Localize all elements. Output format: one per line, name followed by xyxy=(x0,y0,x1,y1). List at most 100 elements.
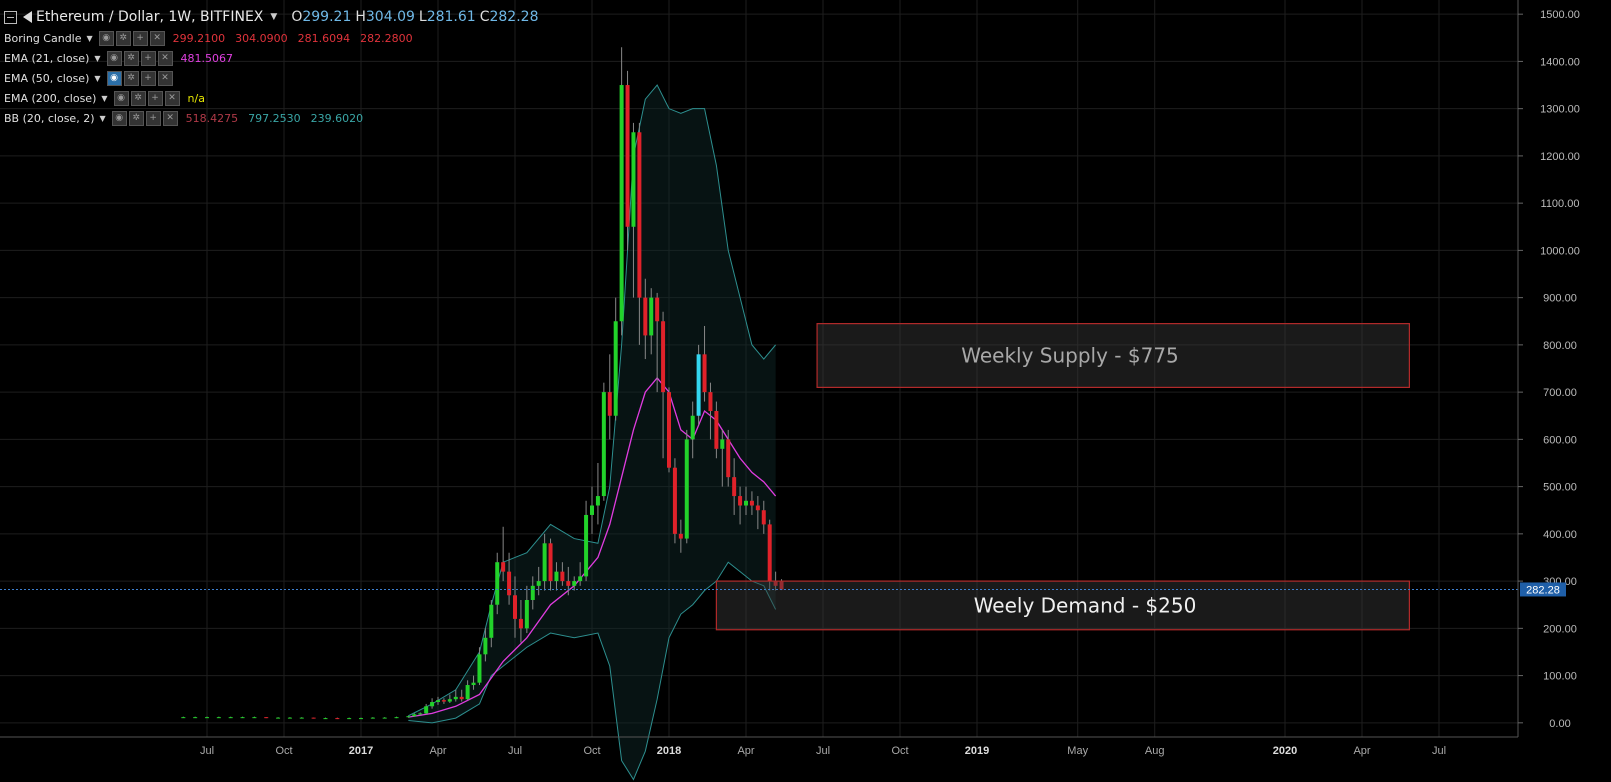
candle xyxy=(530,576,535,610)
candle xyxy=(311,717,316,719)
candle-body xyxy=(441,700,446,702)
candle-body xyxy=(607,392,612,416)
candle xyxy=(240,716,245,719)
candle-body xyxy=(323,718,328,720)
indicator-controls: ◉ ✲ + ✕ xyxy=(113,90,180,106)
candle-body xyxy=(643,297,648,336)
candle-body xyxy=(578,576,583,582)
chevron-down-icon[interactable]: ▼ xyxy=(86,33,93,43)
candle-body xyxy=(530,585,535,600)
close-icon[interactable]: ✕ xyxy=(157,50,173,66)
indicator-value: 481.5067 xyxy=(180,51,234,65)
indicator-row[interactable]: EMA (50, close) ▼ ◉ ✲ + ✕ xyxy=(4,68,538,88)
indicator-controls: ◉ ✲ + ✕ xyxy=(106,50,173,66)
chevron-down-icon[interactable]: ▼ xyxy=(94,73,101,83)
plus-icon[interactable]: + xyxy=(140,70,156,86)
candle-body xyxy=(655,297,660,322)
ohlc-open-value: 299.21 xyxy=(302,9,352,25)
close-icon[interactable]: ✕ xyxy=(162,110,178,126)
chevron-down-icon[interactable]: ▼ xyxy=(99,113,106,123)
indicator-controls: ◉ ✲ + ✕ xyxy=(111,110,178,126)
indicator-row[interactable]: Boring Candle ▼ ◉ ✲ + ✕ 299.2100 304.0900 281.60… xyxy=(4,28,538,48)
gear-icon[interactable]: ✲ xyxy=(130,90,146,106)
plus-icon[interactable]: + xyxy=(147,90,163,106)
candle xyxy=(181,716,186,719)
candle-body xyxy=(418,713,423,715)
close-icon[interactable]: ✕ xyxy=(157,70,173,86)
gear-icon[interactable]: ✲ xyxy=(128,110,144,126)
candle xyxy=(590,486,594,534)
candle xyxy=(749,491,754,515)
flag-icon[interactable] xyxy=(23,11,32,23)
eye-icon[interactable]: ◉ xyxy=(106,70,122,86)
plus-icon[interactable]: + xyxy=(145,110,161,126)
candle-body xyxy=(264,717,269,719)
indicator-name[interactable]: Boring Candle xyxy=(4,31,82,45)
gear-icon[interactable]: ✲ xyxy=(123,50,139,66)
candle xyxy=(323,717,328,720)
close-icon[interactable]: ✕ xyxy=(164,90,180,106)
eye-icon[interactable]: ◉ xyxy=(113,90,129,106)
indicator-name[interactable]: EMA (50, close) xyxy=(4,71,90,85)
indicator-row[interactable]: EMA (200, close) ▼ ◉ ✲ + ✕ n/a xyxy=(4,88,538,108)
eye-icon[interactable]: ◉ xyxy=(106,50,122,66)
indicator-name[interactable]: BB (20, close, 2) xyxy=(4,111,95,125)
candle xyxy=(702,325,707,402)
indicator-controls: ◉ ✲ + ✕ xyxy=(98,30,165,46)
eye-icon[interactable]: ◉ xyxy=(111,110,127,126)
plus-icon[interactable]: + xyxy=(140,50,156,66)
close-icon[interactable]: ✕ xyxy=(149,30,165,46)
indicator-name[interactable]: EMA (21, close) xyxy=(4,51,90,65)
candle-body xyxy=(193,717,198,719)
plus-icon[interactable]: + xyxy=(132,30,148,46)
last-price-badge xyxy=(1520,582,1566,597)
candle-body xyxy=(489,604,494,638)
candle-body xyxy=(436,700,440,703)
candle xyxy=(536,566,541,596)
candle xyxy=(761,500,766,534)
indicator-name[interactable]: EMA (200, close) xyxy=(4,91,97,105)
candle xyxy=(465,680,470,701)
candle xyxy=(566,566,571,596)
candle xyxy=(513,576,517,638)
candle-body xyxy=(773,581,778,586)
candle-body xyxy=(495,562,500,605)
time-tick-label: 2017 xyxy=(349,745,373,757)
price-axis: 0.00100.00200.00300.00400.00500.00600.00… xyxy=(1517,0,1611,782)
ohlc-close-key: C xyxy=(479,9,490,25)
indicator-value: 239.6020 xyxy=(310,111,364,125)
gear-icon[interactable]: ✲ xyxy=(115,30,131,46)
ohlc-low-value: 281.61 xyxy=(426,9,476,25)
candle xyxy=(684,429,689,544)
symbol-title[interactable]: Ethereum / Dollar, 1W, BITFINEX xyxy=(36,9,264,25)
candle xyxy=(335,717,340,720)
eye-icon[interactable]: ◉ xyxy=(98,30,114,46)
candle-body xyxy=(631,132,636,227)
collapse-icon[interactable] xyxy=(4,10,17,24)
candle-body xyxy=(767,524,772,582)
candle xyxy=(767,519,772,591)
candle-body xyxy=(601,392,606,497)
candle-body xyxy=(542,543,547,582)
candle-body xyxy=(726,439,731,478)
candle xyxy=(276,717,281,719)
chevron-down-icon[interactable]: ▼ xyxy=(101,93,108,103)
candle xyxy=(578,562,583,586)
candle-body xyxy=(684,439,689,539)
candle-body xyxy=(359,718,363,720)
chevron-down-icon[interactable]: ▼ xyxy=(270,12,278,22)
chevron-down-icon[interactable]: ▼ xyxy=(94,53,101,63)
indicator-row[interactable]: EMA (21, close) ▼ ◉ ✲ + ✕ 481.5067 xyxy=(4,48,538,68)
candle-body xyxy=(447,699,452,702)
candle-body xyxy=(347,718,352,720)
candle-body xyxy=(228,717,233,719)
indicator-row[interactable]: BB (20, close, 2) ▼ ◉ ✲ + ✕ 518.4275 797.2530 23… xyxy=(4,108,538,128)
gear-icon[interactable]: ✲ xyxy=(123,70,139,86)
time-tick-label: Apr xyxy=(737,745,754,757)
candle xyxy=(299,717,304,719)
candle-body xyxy=(738,496,743,506)
candle xyxy=(382,717,387,719)
candle-body xyxy=(672,467,677,534)
price-tick-label: 500.00 xyxy=(1543,482,1577,494)
